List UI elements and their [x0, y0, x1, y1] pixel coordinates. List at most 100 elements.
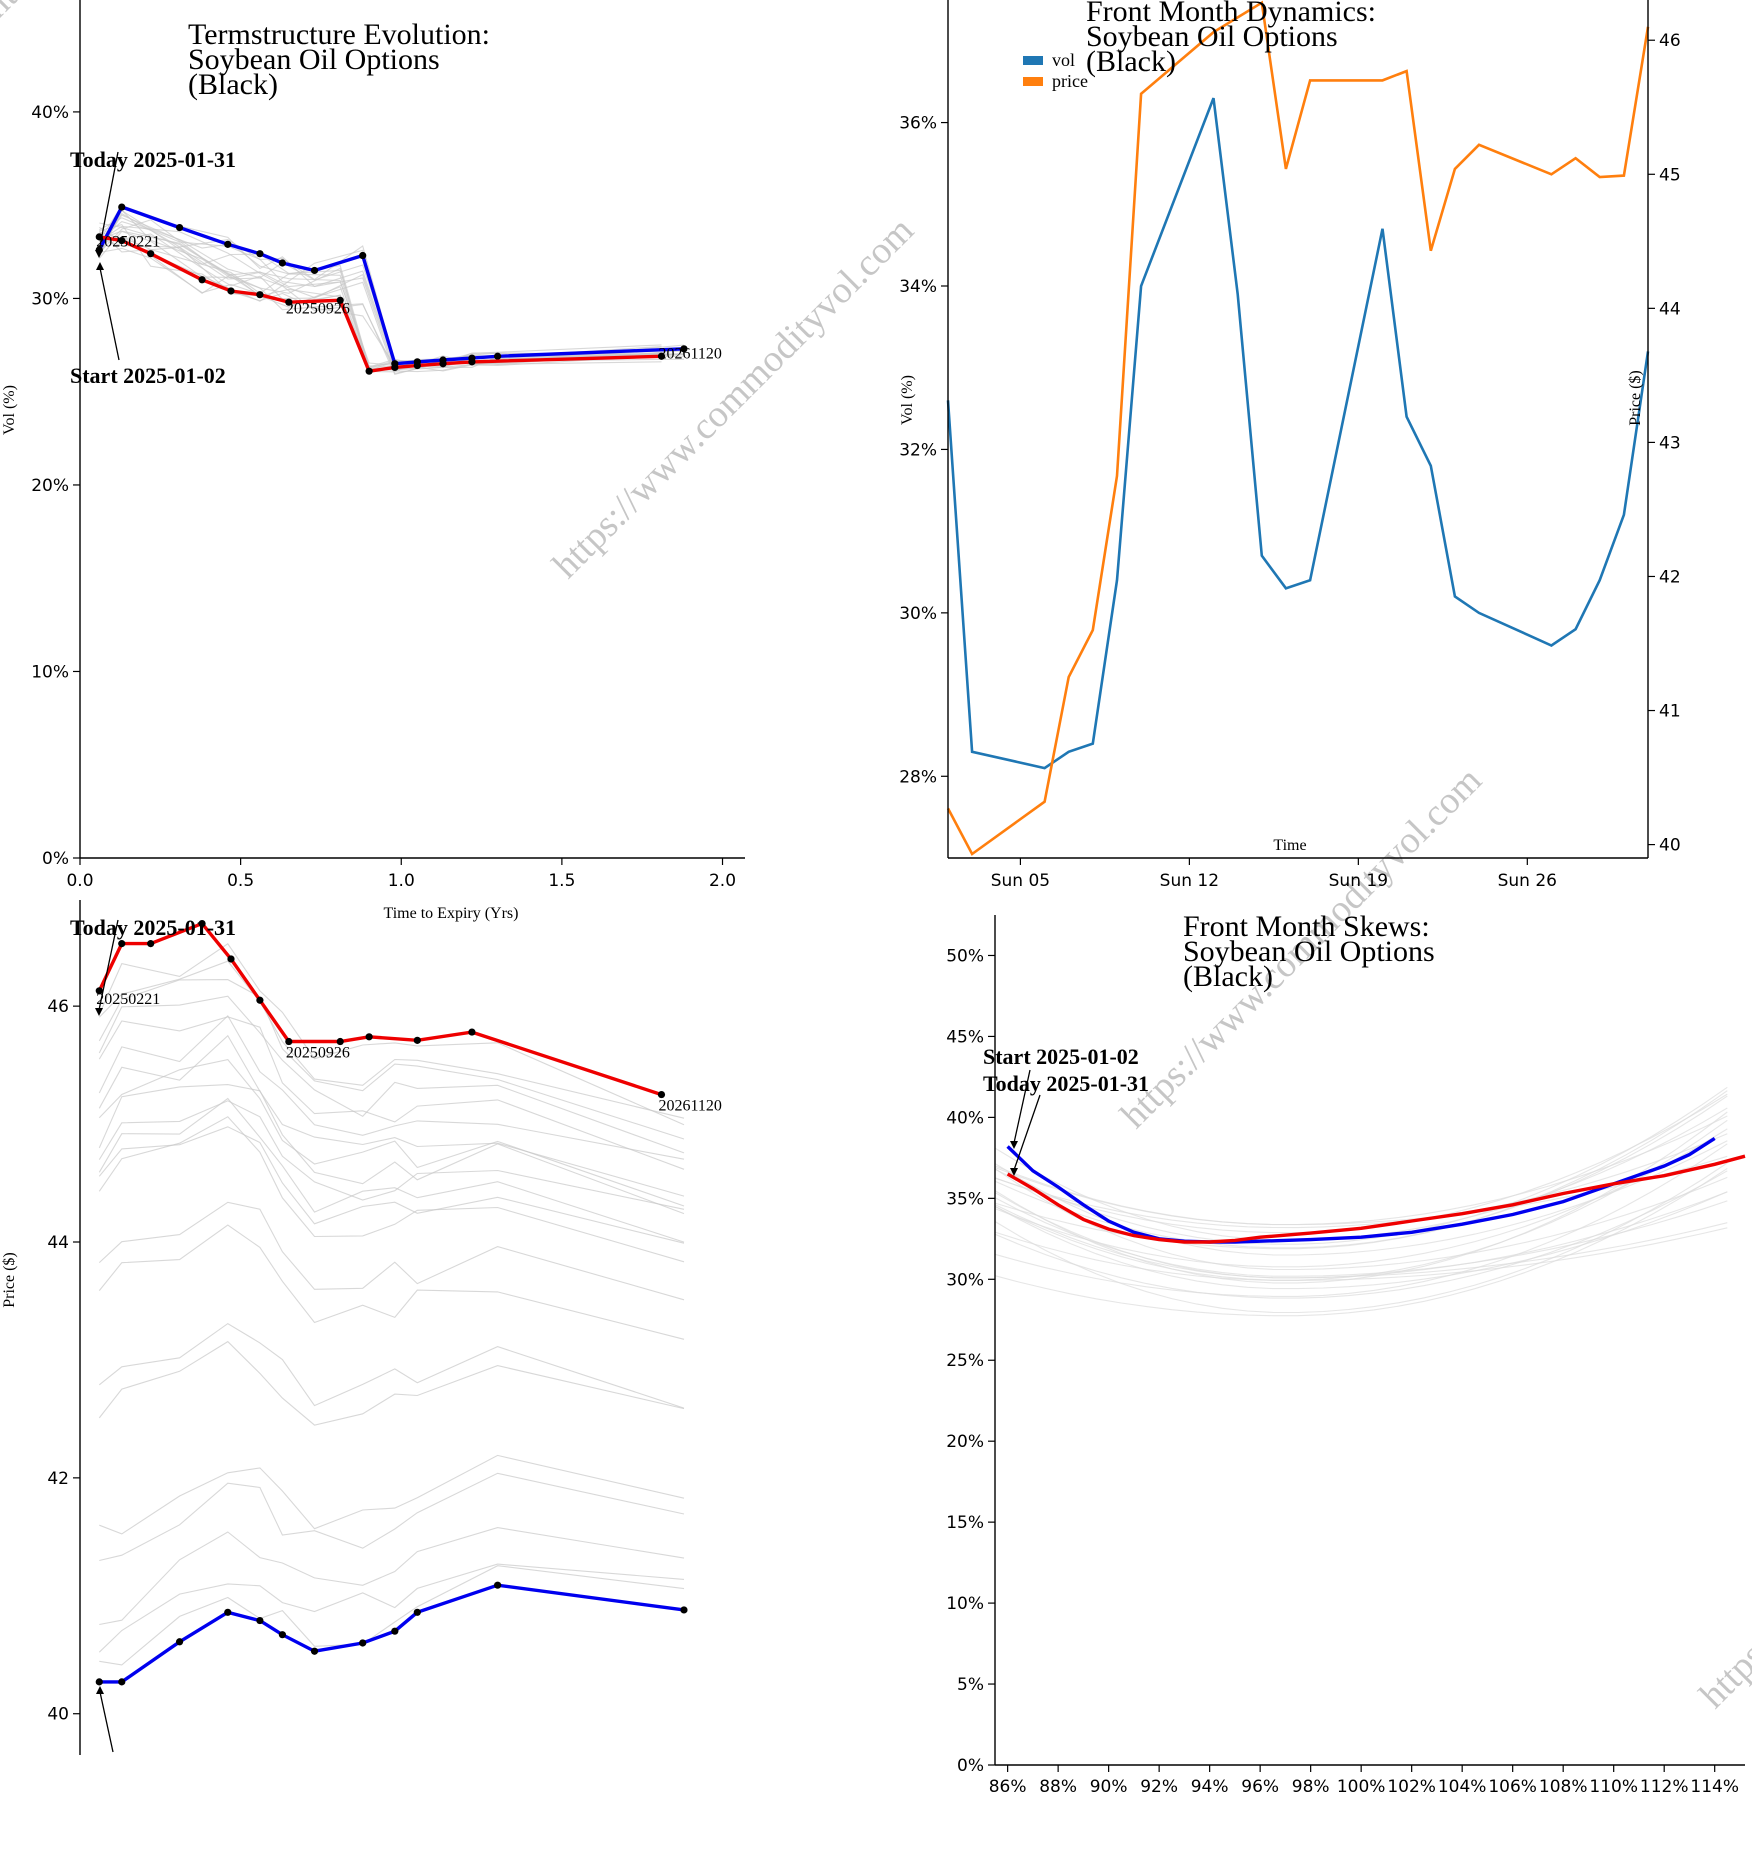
annotation-arrow [98, 151, 119, 252]
series-line [99, 235, 662, 374]
annotation-arrow [99, 1691, 114, 1753]
data-point [224, 240, 232, 248]
y-tick-label: 40% [946, 1108, 984, 1128]
data-point [198, 276, 206, 284]
point-label: 20250221 [96, 233, 160, 250]
history-line [98, 1015, 685, 1160]
data-point [147, 250, 155, 258]
y-tick-label: 42 [47, 1469, 69, 1489]
history-line [994, 1111, 1728, 1284]
y-tick-label: 28% [899, 767, 937, 787]
y-tick-label: 10% [946, 1594, 984, 1614]
annotation-arrowhead [96, 1686, 104, 1694]
data-point [310, 266, 319, 275]
annotation-today: Today 2025-01-31 [983, 1071, 1149, 1096]
x-tick-label: Sun 05 [991, 871, 1050, 891]
history-line [98, 1126, 685, 1244]
data-point [256, 291, 264, 299]
data-point [118, 940, 126, 948]
y-tick-label: 30% [31, 289, 69, 309]
data-point [468, 1028, 476, 1036]
y-tick-label: 50% [946, 946, 984, 966]
annotation-start: Start 2025-01-02 [70, 363, 226, 388]
y-tick-label: 10% [31, 662, 69, 682]
front-month-skews-chart: 0% 5% 10% 15% 20% 25% 30% 35% 40% 45% 50% 86% 88% 90%… [946, 910, 1746, 1797]
x-tick-label: 92% [1140, 1777, 1178, 1797]
history-line [994, 1143, 1728, 1297]
x-tick-label: 1.5 [548, 871, 575, 891]
data-point [227, 955, 235, 963]
x-tick-label: 2.0 [709, 871, 736, 891]
history-line [994, 1133, 1728, 1229]
annotation-arrowhead [1010, 1141, 1018, 1149]
data-point [278, 1631, 286, 1639]
data-point [336, 1037, 344, 1046]
data-point [118, 203, 126, 211]
legend-label: price [1052, 71, 1088, 91]
y-tick-label: 15% [946, 1513, 984, 1533]
history-line [98, 220, 662, 368]
history-line [98, 1201, 685, 1301]
series-line [1006, 1136, 1716, 1244]
y-tick-label: 36% [899, 114, 937, 134]
x-tick-label: 0.5 [227, 871, 254, 891]
history-line [994, 1090, 1728, 1250]
y-tick-label: 44 [47, 1233, 69, 1253]
annotation-arrowhead [95, 250, 103, 258]
history-line [994, 1167, 1728, 1317]
y-tick-label: 45% [946, 1027, 984, 1047]
y-tick-label: 5% [957, 1675, 984, 1695]
y-tick-label: 0% [42, 849, 69, 869]
history-line [98, 214, 685, 369]
y-tick-label: 25% [946, 1351, 984, 1371]
history-line [98, 995, 685, 1154]
vol-series-line [946, 97, 1650, 770]
y-tick-label: 46 [47, 997, 69, 1017]
chart-title-line: Soybean Oil Options [188, 43, 440, 76]
series-line [97, 921, 663, 1097]
point-label: 20250221 [96, 991, 160, 1008]
chart-title-line: Front Month Dynamics: [1086, 0, 1376, 28]
data-point [198, 919, 206, 928]
history-line [994, 1191, 1728, 1290]
history-curves [994, 1086, 1728, 1317]
y-axis-title: Vol (%) [899, 375, 916, 425]
chart-title-line: Front Month Skews: [1183, 910, 1430, 943]
data-point [365, 367, 373, 375]
history-line [994, 1168, 1728, 1271]
y2-axis-title: Price ($) [1627, 370, 1644, 426]
data-point [256, 996, 264, 1004]
x-tick-label: 98% [1292, 1777, 1330, 1797]
data-point [494, 352, 502, 360]
data-point [175, 1638, 184, 1646]
y-tick-label: 30% [946, 1270, 984, 1290]
chart-title-line: Soybean Oil Options [1183, 935, 1435, 968]
data-point [468, 358, 476, 366]
data-point [657, 1090, 666, 1099]
x-tick-label: 0.0 [66, 871, 93, 891]
data-point [391, 363, 399, 372]
point-label: 20250926 [286, 1044, 350, 1061]
y-tick-label: 40% [31, 103, 69, 123]
x-tick-label: 88% [1039, 1777, 1077, 1797]
y-tick-label: 0% [957, 1756, 984, 1776]
y-tick-label: 32% [899, 440, 937, 460]
history-line [98, 1097, 685, 1243]
y2-tick-label: 46 [1659, 31, 1681, 51]
data-point [175, 223, 184, 232]
history-line [98, 943, 685, 1126]
x-tick-label: 110% [1589, 1777, 1638, 1797]
front-month-dynamics-chart: 28% 30% 32% 34% 36% 40 41 42 43 44 45 46 Sun 05 Sun 1… [899, 0, 1681, 891]
x-tick-label: 100% [1337, 1777, 1386, 1797]
y-axis-title: Vol (%) [1, 385, 18, 435]
data-point [310, 1647, 319, 1655]
x-tick-label: 112% [1640, 1777, 1689, 1797]
x-tick-label: Sun 26 [1498, 871, 1557, 891]
data-point [147, 940, 155, 948]
history-line [98, 1563, 685, 1653]
legend-swatch [1023, 56, 1043, 65]
y2-tick-label: 45 [1659, 165, 1681, 185]
chart-title-line: Termstructure Evolution: [188, 18, 490, 51]
data-point [680, 1606, 688, 1614]
y-tick-label: 34% [899, 277, 937, 297]
